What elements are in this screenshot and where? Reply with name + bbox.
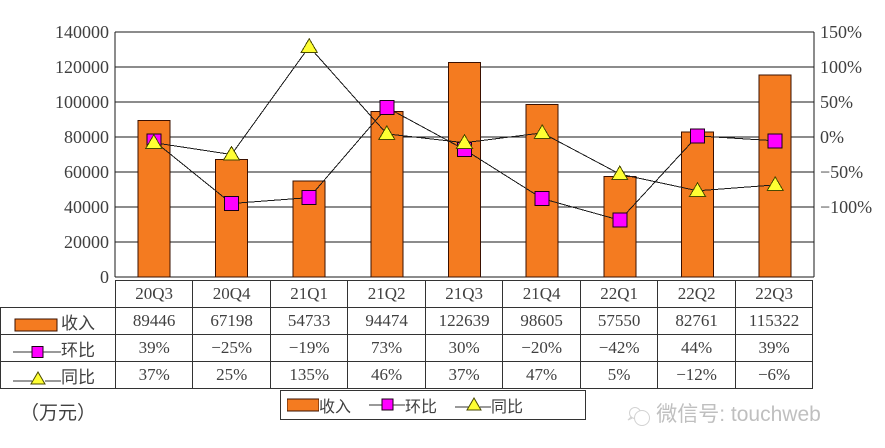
- svg-text:50%: 50%: [820, 92, 853, 112]
- svg-text:−100%: −100%: [820, 197, 872, 217]
- svg-text:100%: 100%: [820, 57, 862, 77]
- svg-text:20000: 20000: [64, 232, 109, 252]
- svg-text:80000: 80000: [64, 127, 109, 147]
- svg-text:100000: 100000: [55, 92, 109, 112]
- svg-text:−50%: −50%: [820, 162, 863, 182]
- svg-text:0%: 0%: [820, 127, 844, 147]
- svg-text:120000: 120000: [55, 57, 109, 77]
- svg-text:40000: 40000: [64, 197, 109, 217]
- svg-text:60000: 60000: [64, 162, 109, 182]
- svg-text:140000: 140000: [55, 22, 109, 42]
- svg-text:150%: 150%: [820, 22, 862, 42]
